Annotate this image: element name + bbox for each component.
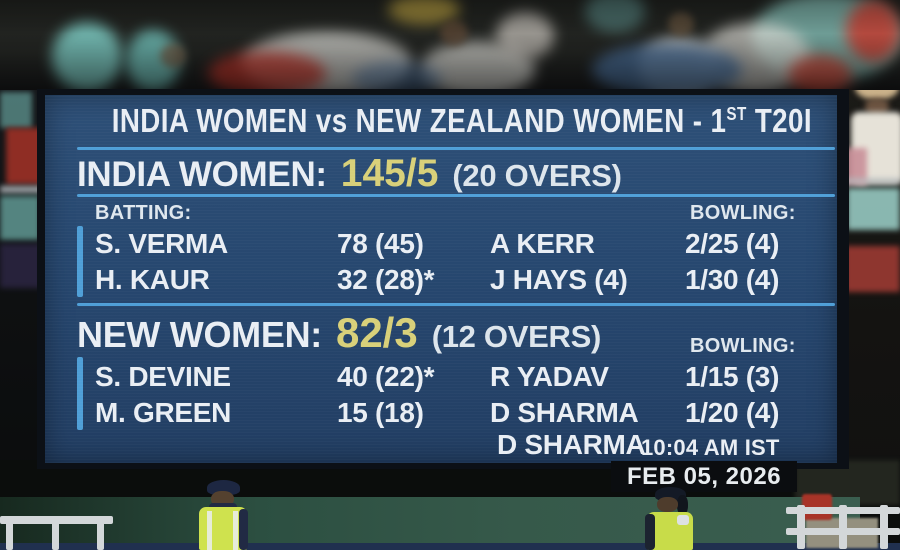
guard-ponytail [677, 495, 688, 515]
vest-stripe [233, 511, 238, 550]
spectator-hat [855, 90, 899, 100]
batter-name: S. VERMA [95, 228, 228, 259]
divider-line [77, 194, 835, 197]
railing-left-post [52, 520, 59, 550]
next-bowler-name: D SHARMA [497, 429, 646, 460]
accent-bar [77, 226, 83, 297]
spectator-pink-shirt [845, 148, 867, 186]
innings2-score-line: NEW WOMEN: 82/3 (12 OVERS) [77, 309, 601, 357]
railing-right-post [797, 505, 805, 549]
bowler-figures: 1/30 (4) [685, 264, 780, 295]
seat-patch [847, 188, 900, 230]
railing-left-post [97, 520, 104, 550]
divider-line [77, 147, 835, 150]
railing-right-post [880, 505, 888, 549]
batting-label: BATTING: [95, 202, 192, 224]
vest-stripe [207, 511, 212, 550]
batter-score: 15 (18) [337, 397, 424, 428]
bowler-name: A KERR [490, 228, 595, 259]
bowler-name: D SHARMA [490, 397, 639, 428]
railing-left-post [6, 520, 13, 550]
red-wall [845, 246, 900, 292]
crowd-shadow [0, 0, 900, 96]
bowling-label: BOWLING: [690, 202, 796, 224]
innings1-score-line: INDIA WOMEN: 145/5 (20 OVERS) [77, 152, 622, 196]
scorecard-row: S. VERMA 78 (45) A KERR 2/25 (4) [45, 226, 837, 261]
security-guard [197, 478, 249, 550]
batter-name: H. KAUR [95, 264, 210, 295]
batter-name: M. GREEN [95, 397, 232, 428]
match-title: INDIA WOMEN vs NEW ZEALAND WOMEN - 1ST T… [45, 102, 837, 140]
spectator-face [865, 98, 889, 115]
bowler-name: J HAYS (4) [490, 264, 628, 295]
boundary-wall [0, 543, 900, 550]
seat-patch [0, 244, 42, 288]
railing-right-post [839, 505, 847, 549]
accent-bar [77, 357, 83, 430]
scoreboard: INDIA WOMEN vs NEW ZEALAND WOMEN - 1ST T… [45, 95, 837, 463]
innings2-score: 82/3 [335, 309, 418, 356]
innings1-overs: (20 OVERS) [452, 158, 622, 193]
innings2-team: NEW WOMEN: [77, 314, 322, 355]
footer-row: D SHARMA 10:04 AM IST [45, 427, 837, 462]
railing [0, 186, 46, 193]
match-title-text: INDIA WOMEN vs NEW ZEALAND WOMEN - 1ST T… [111, 102, 812, 139]
scorecard-row: S. DEVINE 40 (22)* R YADAV 1/15 (3) [45, 359, 837, 394]
guard-arm [645, 514, 655, 550]
bowler-figures: 1/15 (3) [685, 361, 780, 392]
seat-patch [0, 196, 40, 240]
bowler-figures: 2/25 (4) [685, 228, 780, 259]
guard-face [657, 497, 678, 512]
batter-score: 32 (28)* [337, 264, 435, 295]
ordinal-suffix: ST [726, 104, 747, 124]
bowler-figures: 1/20 (4) [685, 397, 780, 428]
bowling-label: BOWLING: [690, 335, 796, 357]
seat-patch [0, 92, 32, 128]
guard-arm [239, 509, 248, 550]
guard-shoulder-patch [677, 515, 689, 525]
batter-score: 40 (22)* [337, 361, 435, 392]
scorecard-row: H. KAUR 32 (28)* J HAYS (4) 1/30 (4) [45, 262, 837, 297]
clock-time: 10:04 AM IST [641, 435, 780, 460]
green-wall [0, 497, 860, 545]
batter-name: S. DEVINE [95, 361, 231, 392]
crowd-band [0, 0, 900, 96]
bowler-name: R YADAV [490, 361, 609, 392]
railing [845, 178, 900, 184]
innings1-team: INDIA WOMEN: [77, 155, 327, 194]
innings1-score: 145/5 [340, 152, 439, 195]
security-guard [643, 485, 697, 550]
scorecard-row: M. GREEN 15 (18) D SHARMA 1/20 (4) [45, 395, 837, 430]
batter-score: 78 (45) [337, 228, 424, 259]
date-strip: FEB 05, 2026 [611, 461, 797, 492]
innings2-overs: (12 OVERS) [431, 319, 602, 354]
divider-line [77, 303, 835, 306]
